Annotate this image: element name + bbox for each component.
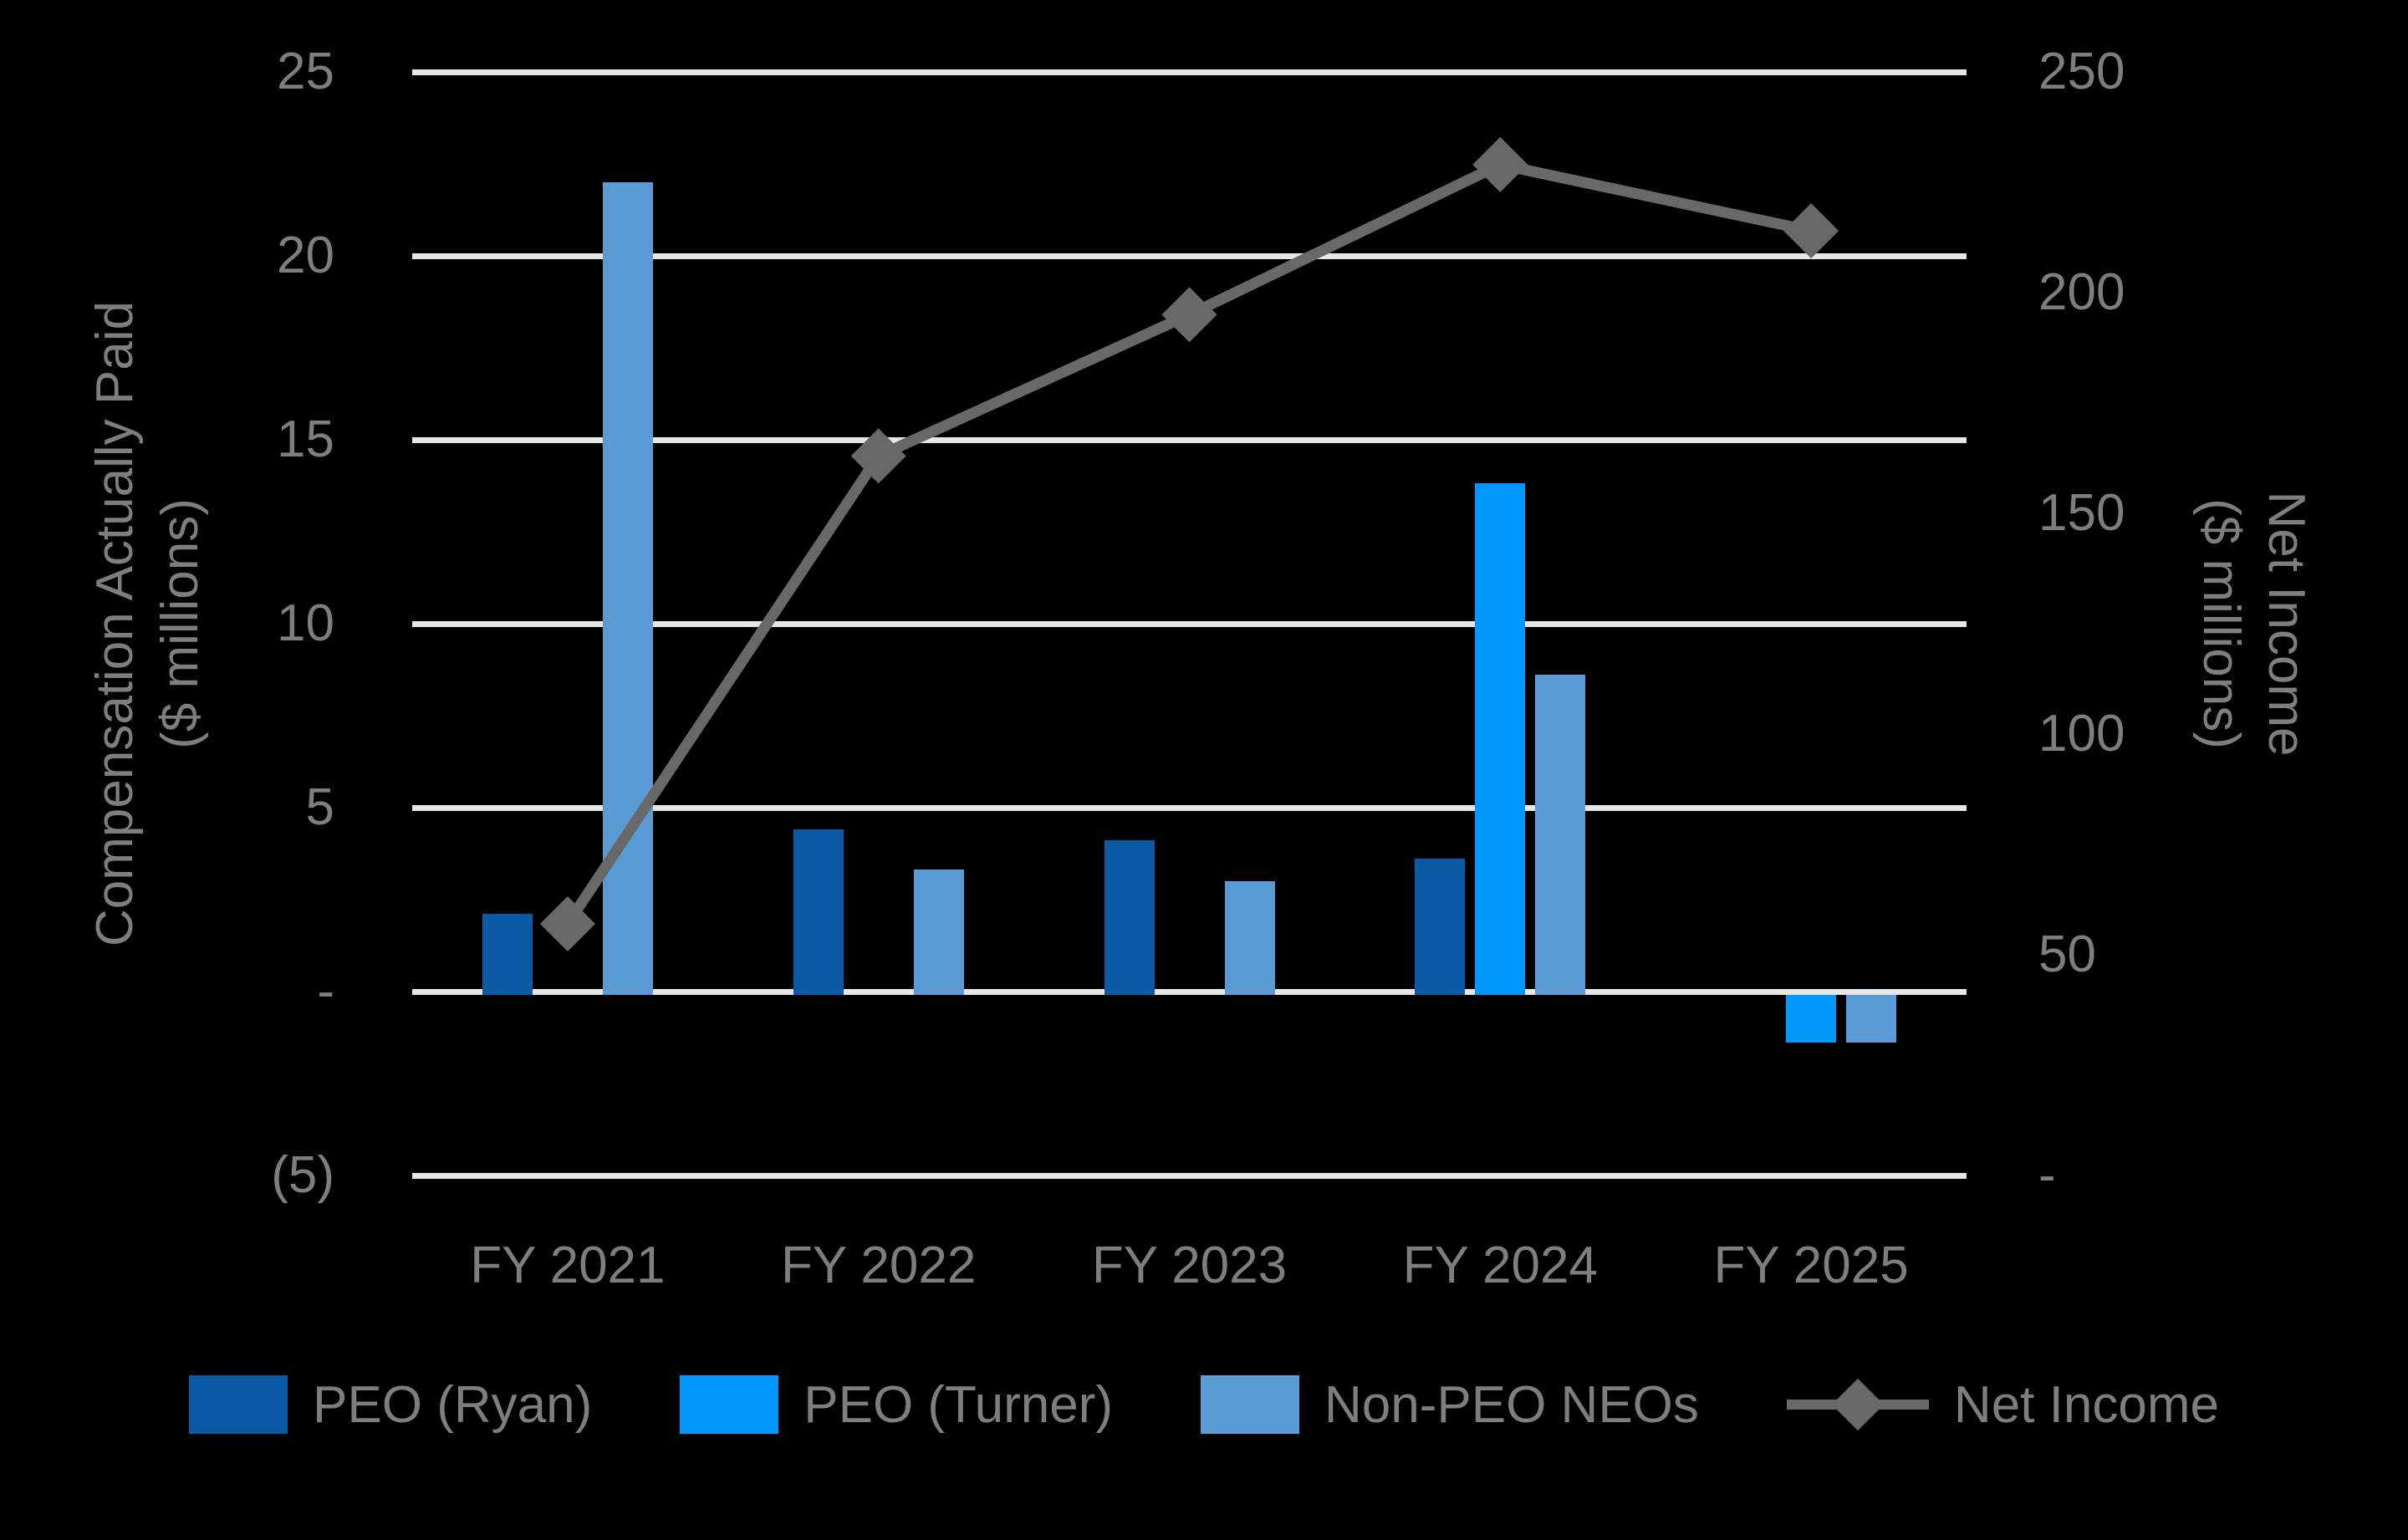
plot-area [412, 69, 1967, 1179]
left-axis-tick: 25 [277, 43, 334, 100]
x-axis-tick: FY 2025 [1713, 1237, 1909, 1294]
net-income-marker-fy-2024 [1472, 136, 1528, 192]
left-axis-tick: (5) [271, 1146, 334, 1204]
net-income-line [539, 136, 1839, 952]
bar-non-peo-neos-fy-2023 [1224, 880, 1275, 995]
left-axis-tick: 15 [277, 410, 334, 468]
bar-peo-ryan--fy-2021 [482, 914, 533, 995]
left-axis-tick: 5 [305, 778, 334, 836]
legend-swatch [680, 1375, 779, 1434]
gridline [412, 69, 1967, 75]
gridline [412, 1172, 1967, 1179]
left-axis-tick: 10 [277, 594, 334, 652]
legend-item-peo-ryan-: PEO (Ryan) [189, 1375, 592, 1435]
legend-swatch [189, 1375, 288, 1434]
net-income-marker-fy-2025 [1783, 203, 1839, 259]
bar-peo-ryan--fy-2024 [1415, 859, 1466, 995]
gridline [412, 804, 1967, 811]
gridline [412, 620, 1967, 627]
bar-non-peo-neos-fy-2022 [913, 869, 964, 995]
right-axis-title: Net Income ($ millions) [2170, 72, 2337, 1175]
right-axis-tick: 100 [2038, 705, 2125, 762]
bar-non-peo-neos-fy-2025 [1846, 995, 1897, 1043]
legend-label: PEO (Turner) [804, 1375, 1114, 1434]
legend-line-diamond-icon [1786, 1367, 1929, 1442]
x-axis-tick: FY 2024 [1402, 1237, 1598, 1294]
legend-item-net-income: Net Income [1786, 1367, 2219, 1442]
legend-label: Net Income [1953, 1375, 2219, 1434]
net-income-marker-fy-2023 [1161, 287, 1217, 343]
legend-label: PEO (Ryan) [313, 1375, 593, 1434]
right-axis-tick: 200 [2038, 263, 2125, 321]
x-axis-tick: FY 2022 [781, 1237, 977, 1294]
net-income-line-path [563, 159, 1813, 927]
legend-marker-diamond [1831, 1378, 1885, 1431]
right-axis-title-line2: ($ millions) [2192, 498, 2250, 749]
gridline [412, 436, 1967, 443]
legend-item-peo-turner-: PEO (Turner) [680, 1375, 1113, 1435]
bar-non-peo-neos-fy-2024 [1535, 675, 1586, 995]
legend: PEO (Ryan) PEO (Turner) Non-PEO NEOs Net In… [0, 1358, 2408, 1451]
right-axis-tick: 50 [2038, 926, 2096, 983]
x-axis-tick: FY 2023 [1091, 1237, 1288, 1294]
gridline [412, 988, 1967, 995]
right-axis-tick: - [2038, 1146, 2056, 1204]
right-axis-title-line1: Net Income [2258, 491, 2315, 757]
bar-peo-turner--fy-2025 [1786, 995, 1837, 1043]
right-axis-tick: 250 [2038, 43, 2125, 100]
bar-peo-turner--fy-2024 [1475, 483, 1526, 995]
left-axis-tick: 20 [277, 227, 334, 284]
left-axis-tick: - [317, 962, 334, 1020]
x-axis-tick: FY 2021 [470, 1237, 666, 1294]
legend-item-non-peo-neos: Non-PEO NEOs [1201, 1375, 1699, 1435]
bar-peo-ryan--fy-2022 [793, 829, 844, 995]
legend-label: Non-PEO NEOs [1324, 1375, 1699, 1434]
gridline [412, 252, 1967, 259]
bar-peo-ryan--fy-2023 [1104, 840, 1155, 995]
legend-swatch [1201, 1375, 1300, 1434]
net-income-marker-fy-2021 [539, 896, 595, 952]
right-axis-tick: 150 [2038, 484, 2125, 542]
